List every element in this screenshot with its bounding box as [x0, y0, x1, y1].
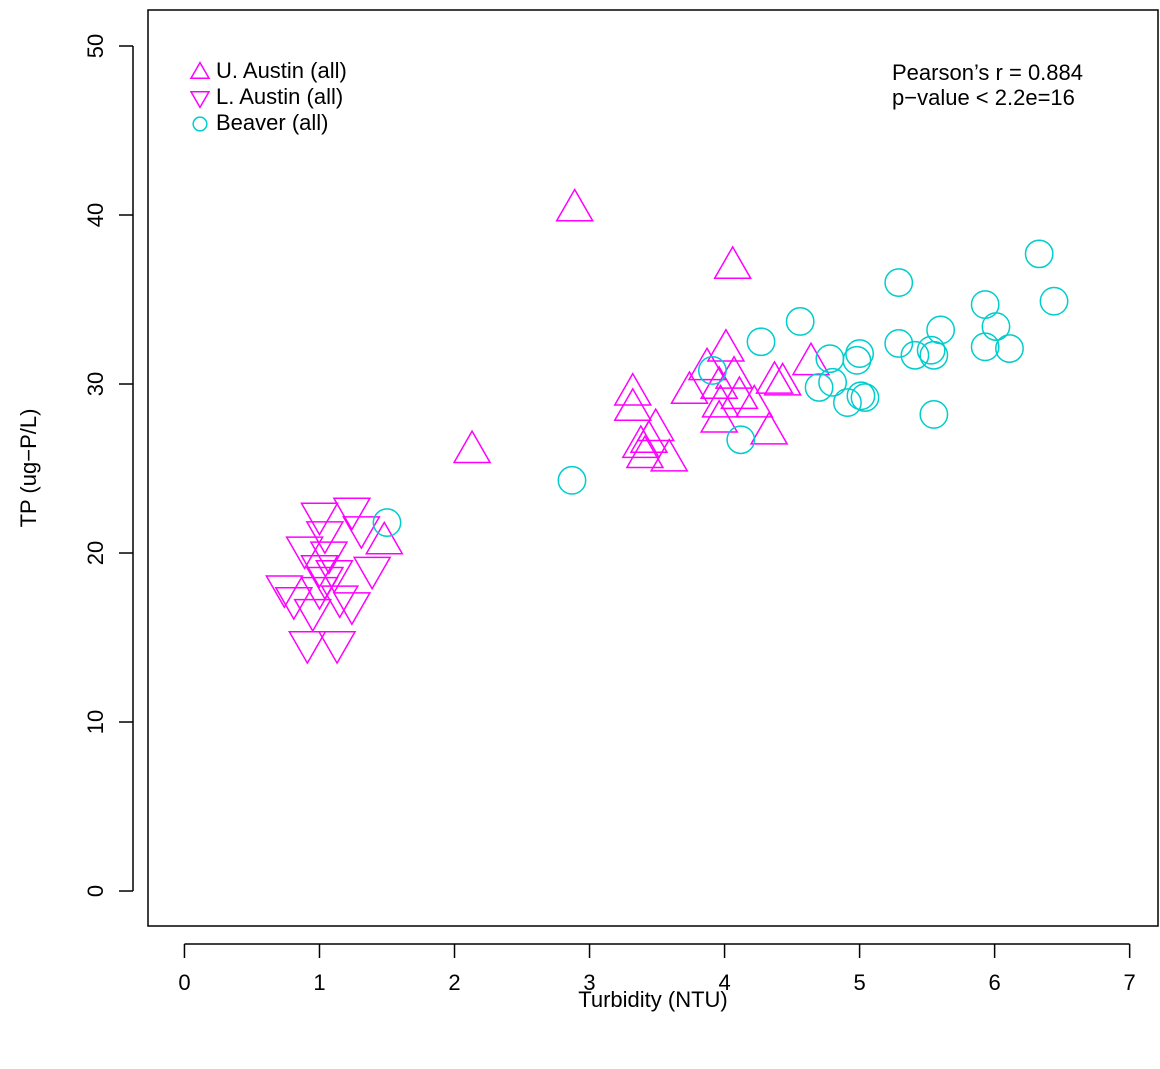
- point: [970, 332, 1000, 362]
- point: [926, 315, 956, 345]
- x-tick-label: 4: [718, 970, 730, 995]
- x-tick-label: 2: [448, 970, 460, 995]
- point: [332, 497, 372, 532]
- point: [697, 356, 727, 385]
- point: [636, 407, 675, 442]
- point: [713, 245, 752, 279]
- legend-marker: [189, 61, 211, 80]
- point: [804, 372, 834, 402]
- point: [755, 360, 794, 394]
- point: [300, 554, 339, 589]
- point: [315, 560, 354, 594]
- x-tick-label: 5: [853, 970, 865, 995]
- point: [629, 419, 669, 454]
- legend-marker: [192, 116, 208, 132]
- point: [842, 345, 872, 375]
- point: [687, 346, 727, 381]
- legend-label: L. Austin (all): [216, 84, 343, 109]
- point: [850, 383, 880, 412]
- point: [555, 187, 594, 222]
- point: [746, 327, 776, 357]
- annotation: p−value < 2.2e=16: [892, 85, 1075, 110]
- point: [352, 556, 392, 591]
- point: [749, 411, 789, 445]
- point: [293, 598, 333, 633]
- point: [791, 341, 831, 376]
- y-tick-label: 30: [83, 372, 108, 396]
- point: [372, 508, 402, 538]
- point: [557, 465, 587, 495]
- point: [300, 502, 339, 537]
- point: [365, 520, 404, 555]
- point: [884, 268, 914, 298]
- x-tick-label: 3: [583, 970, 595, 995]
- point: [726, 425, 756, 455]
- point: [833, 388, 862, 418]
- point: [785, 307, 815, 336]
- point: [621, 424, 661, 459]
- point: [995, 334, 1024, 363]
- point: [845, 339, 875, 369]
- point: [1024, 239, 1054, 269]
- x-tick-label: 6: [988, 970, 1000, 995]
- x-axis-label: Turbidity (NTU): [578, 987, 728, 1012]
- point: [701, 383, 740, 418]
- point: [900, 340, 930, 370]
- y-tick-label: 50: [83, 34, 108, 58]
- point: [613, 372, 653, 406]
- y-axis-label: TP (ug−P/L): [16, 409, 41, 528]
- point: [720, 375, 759, 410]
- point: [734, 383, 774, 418]
- point: [670, 370, 709, 405]
- x-tick-label: 0: [178, 970, 190, 995]
- point: [317, 630, 357, 665]
- point: [699, 399, 739, 433]
- point: [763, 362, 802, 396]
- point: [706, 328, 746, 362]
- point: [916, 335, 946, 365]
- y-tick-label: 10: [83, 710, 108, 734]
- point: [1039, 286, 1069, 316]
- x-tick-label: 7: [1124, 970, 1136, 995]
- x-tick-label: 1: [313, 970, 325, 995]
- point: [285, 536, 324, 570]
- point: [342, 516, 381, 550]
- point: [320, 585, 360, 619]
- plot-box: [147, 9, 1159, 927]
- point: [305, 566, 345, 601]
- point: [288, 630, 327, 665]
- point: [274, 587, 314, 621]
- point: [919, 399, 949, 429]
- annotation: Pearson’s r = 0.884: [892, 60, 1083, 85]
- point: [649, 438, 689, 472]
- legend-label: U. Austin (all): [216, 58, 347, 83]
- point: [970, 290, 1000, 320]
- point: [309, 541, 349, 575]
- y-tick-label: 20: [83, 541, 108, 565]
- point: [332, 592, 372, 626]
- legend-marker: [189, 90, 211, 109]
- point: [452, 429, 492, 464]
- point: [714, 355, 754, 389]
- point: [265, 575, 304, 609]
- legend-label: Beaver (all): [216, 110, 328, 135]
- point: [884, 329, 914, 358]
- y-tick-label: 0: [83, 885, 108, 897]
- point: [846, 381, 876, 411]
- point: [699, 365, 739, 399]
- point: [613, 387, 653, 421]
- y-tick-label: 40: [83, 203, 108, 227]
- point: [818, 367, 848, 397]
- point: [981, 312, 1011, 341]
